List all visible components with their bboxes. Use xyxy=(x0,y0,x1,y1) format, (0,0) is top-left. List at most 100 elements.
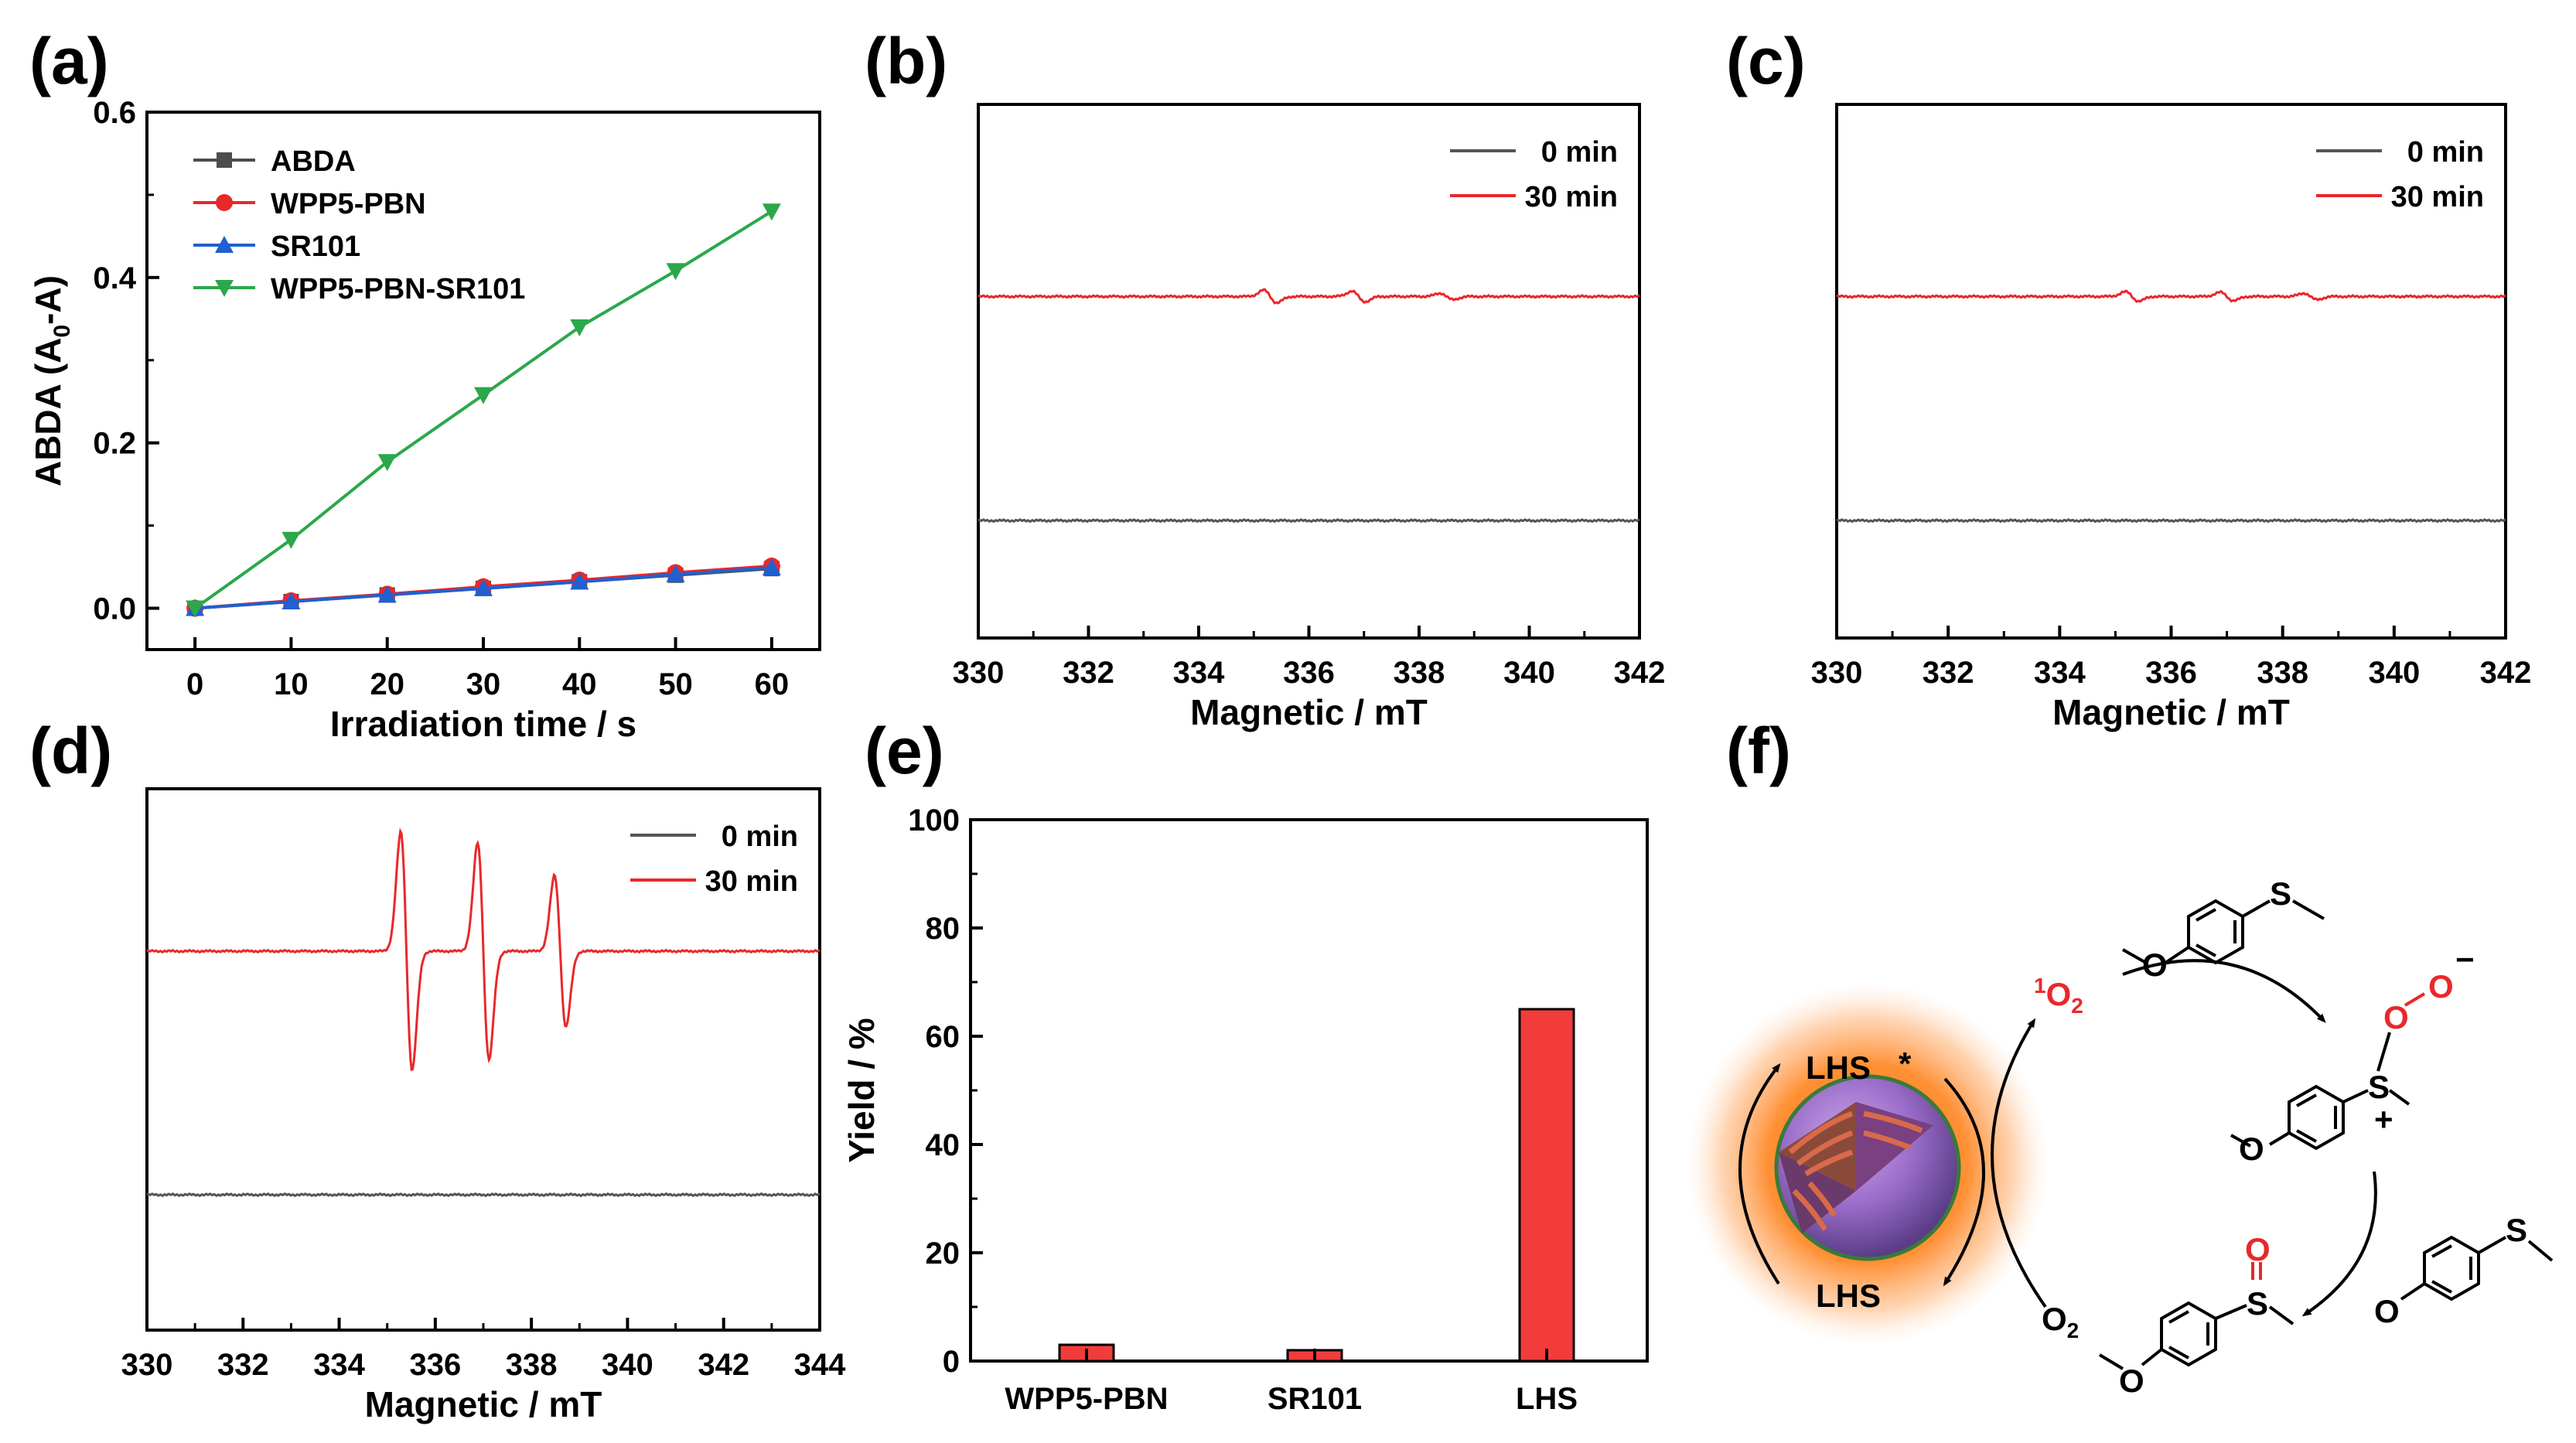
peroxide-bond xyxy=(2404,992,2426,1007)
series-30-min: 30 min xyxy=(146,827,821,1072)
sulfur-middle: S xyxy=(2368,1069,2390,1105)
series-0-min: 0 min xyxy=(978,136,1640,524)
sulfoxide-formation-arrow xyxy=(2301,1171,2377,1317)
x-tick-label: 0 xyxy=(186,667,203,701)
legend-label: 30 min xyxy=(2391,181,2484,213)
x-tick-label: 336 xyxy=(2145,656,2197,690)
data-point xyxy=(281,531,301,549)
x-tick-label: 340 xyxy=(2368,656,2420,690)
spectrum-line xyxy=(978,288,1640,305)
x-tick-label: 332 xyxy=(1063,656,1114,690)
data-point xyxy=(474,387,493,404)
x-tick-label: 338 xyxy=(1394,656,1445,690)
lhs-ground-label: LHS xyxy=(1816,1278,1881,1314)
panel-label-c: (c) xyxy=(1726,25,1806,97)
series-30-min: 30 min xyxy=(978,181,1640,305)
legend-marker xyxy=(215,236,234,253)
lhs-excited-label: LHS xyxy=(1806,1049,1871,1086)
legend-label: SR101 xyxy=(271,230,360,263)
data-point xyxy=(186,600,205,618)
legend-marker xyxy=(217,152,232,168)
singlet-oxygen-label: 1O2 xyxy=(2034,974,2083,1018)
chart-b: 330 332 334 336 338 340 342 Magnetic / mT 0 min 3… xyxy=(953,103,1666,732)
sulfur-top: S xyxy=(2270,875,2291,912)
sulfur-bottom: S xyxy=(2247,1285,2268,1322)
data-point xyxy=(570,572,589,590)
x-tick-label: 60 xyxy=(755,667,790,701)
x-tick-label: 330 xyxy=(1811,656,1863,690)
legend-label: WPP5-PBN xyxy=(271,188,426,220)
y-tick-label: 0.2 xyxy=(93,427,136,461)
reaction-scheme: LHS * LHS 1O2 O2 S O xyxy=(1686,875,2554,1399)
chart-d: 330 332 334 336 338 340 342 344 Magnetic / mT 0 m… xyxy=(121,787,846,1424)
x-tick-label: 334 xyxy=(2034,656,2086,690)
x-tick-label: 50 xyxy=(658,667,693,701)
y-axis-title-subscript: 0 xyxy=(49,325,75,338)
x-tick-label: 338 xyxy=(506,1348,558,1382)
y-tick-label: 40 xyxy=(926,1128,960,1162)
x-tick-label: 340 xyxy=(602,1348,653,1382)
chart-e: 0 20 40 60 80 100 Yield / % WPP5-PBN SR101 LHS xyxy=(841,803,1649,1416)
data-point xyxy=(666,565,685,582)
y-axis-title-part: ABDA (A xyxy=(28,338,68,487)
persulfoxide-molecule xyxy=(2230,1032,2411,1151)
y-axis-title-part: -A) xyxy=(28,275,68,325)
spectrum-line xyxy=(146,827,821,1072)
x-axis-title: Magnetic / mT xyxy=(1190,692,1428,732)
oxygen-label: O2 xyxy=(2042,1301,2079,1342)
data-point xyxy=(762,203,781,221)
x-tick-label: 332 xyxy=(217,1348,269,1382)
y-tick-label: 100 xyxy=(908,803,960,837)
data-point xyxy=(377,454,397,472)
relaxation-arrow xyxy=(1943,1077,1985,1287)
y-tick-label: 0.6 xyxy=(93,96,136,130)
legend-label: 0 min xyxy=(1541,136,1618,169)
bar-lhs xyxy=(1518,1008,1575,1363)
x-tick-label: 10 xyxy=(274,667,309,701)
x-axis-title: Magnetic / mT xyxy=(365,1384,602,1424)
minus-charge: − xyxy=(2455,941,2475,977)
x-tick-label: 336 xyxy=(1283,656,1335,690)
data-point xyxy=(570,319,589,336)
excitation-arrow xyxy=(1738,1063,1781,1285)
x-axis-title: Magnetic / mT xyxy=(2052,692,2290,732)
y-tick-label: 0.0 xyxy=(93,592,136,626)
oxidation-arrow xyxy=(2122,959,2326,1023)
oxygen-atom-bottom: O xyxy=(2119,1363,2144,1399)
series-line xyxy=(193,210,773,610)
legend-label: 30 min xyxy=(1525,181,1618,213)
x-tick-label: 40 xyxy=(562,667,597,701)
x-tick-label: 330 xyxy=(121,1348,173,1382)
x-tick-label: WPP5-PBN xyxy=(1005,1382,1168,1416)
data-point xyxy=(762,558,781,576)
x-tick-label: 338 xyxy=(2257,656,2308,690)
x-tick-label: 334 xyxy=(1173,656,1225,690)
series-sr101: SR101 xyxy=(186,230,781,616)
legend-label: WPP5-PBN-SR101 xyxy=(271,273,525,305)
x-tick-label: 30 xyxy=(466,667,501,701)
legend-label: 30 min xyxy=(705,865,798,898)
data-point xyxy=(377,585,397,603)
x-axis-title: Irradiation time / s xyxy=(330,704,636,744)
x-tick-label: 340 xyxy=(1503,656,1555,690)
data-point xyxy=(474,578,493,596)
spectrum-line xyxy=(1836,517,2506,524)
x-tick-label: 342 xyxy=(1614,656,1666,690)
series-0-min: 0 min xyxy=(146,820,821,1198)
oxygen-atom-bottom-right: O xyxy=(2374,1293,2400,1329)
y-tick-label: 0.4 xyxy=(93,261,136,295)
y-tick-label: 80 xyxy=(926,912,960,946)
lhs-excited-star: * xyxy=(1899,1046,1912,1082)
x-tick-label: 332 xyxy=(1923,656,1974,690)
series-30-min: 30 min xyxy=(1836,181,2506,303)
sulfoxide-oxygen: O xyxy=(2245,1231,2271,1267)
x-tick-label: 20 xyxy=(370,667,404,701)
legend-label: ABDA xyxy=(271,145,356,178)
thioanisole-molecule-top xyxy=(2122,899,2325,965)
x-tick-label: 342 xyxy=(2480,656,2532,690)
oxygen-atom-middle: O xyxy=(2239,1131,2264,1167)
data-point xyxy=(666,263,685,281)
panel-label-f: (f) xyxy=(1726,715,1791,787)
legend-marker xyxy=(215,280,234,297)
